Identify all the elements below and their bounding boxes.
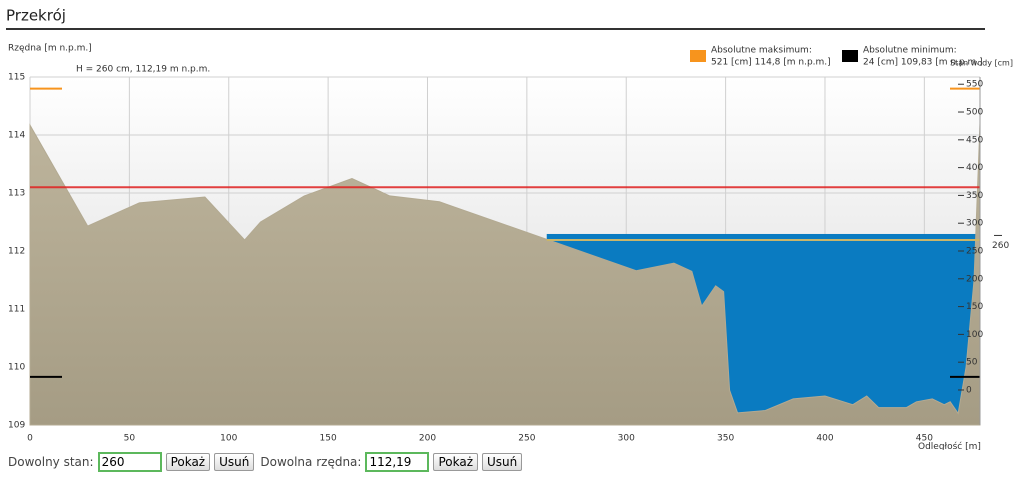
y2-tick-label: 450 xyxy=(966,135,983,145)
y2-axis-title: Stan wody [cm] xyxy=(950,59,1013,68)
stan-input[interactable] xyxy=(97,452,162,472)
y2-tick-label: 250 xyxy=(966,247,983,257)
x-tick-label: 300 xyxy=(618,434,635,444)
controls: Dowolny stan: Pokaż Usuń Dowolna rzędna:… xyxy=(8,452,523,472)
remove-button[interactable]: Usuń xyxy=(214,453,255,471)
rzedna-label: Dowolna rzędna: xyxy=(260,455,362,469)
water-level-label: 260 xyxy=(992,241,1009,251)
x-tick-label: 450 xyxy=(916,434,933,444)
y-tick-label: 109 xyxy=(8,421,25,431)
y-tick-label: 110 xyxy=(8,363,25,373)
x-tick-label: 400 xyxy=(816,434,833,444)
rzedna-input[interactable] xyxy=(365,452,430,472)
x-axis-title: Odległość [m] xyxy=(918,441,981,450)
y-tick-label: 115 xyxy=(8,73,25,83)
remove-button[interactable]: Usuń xyxy=(482,453,523,471)
show-button[interactable]: Pokaż xyxy=(433,453,478,471)
x-tick-label: 250 xyxy=(518,434,535,444)
y2-tick-label: 50 xyxy=(966,358,978,368)
terrain-area xyxy=(29,123,981,426)
x-tick-label: 350 xyxy=(717,434,734,444)
page-title: Przekrój xyxy=(6,7,66,25)
annotation: H = 260 cm, 112,19 m n.p.m. xyxy=(76,65,210,75)
y-tick-label: 113 xyxy=(8,189,25,199)
y2-tick-label: 500 xyxy=(966,108,983,118)
y2-tick-label: 200 xyxy=(966,274,983,284)
y2-tick-label: 550 xyxy=(966,80,983,90)
x-tick-label: 100 xyxy=(220,434,237,444)
y-axis-title: Rzędna [m n.p.m.] xyxy=(8,44,92,54)
show-button[interactable]: Pokaż xyxy=(165,453,211,471)
y-tick-label: 111 xyxy=(8,305,25,315)
x-tick-label: 50 xyxy=(124,434,136,444)
y-tick-label: 114 xyxy=(8,131,25,141)
legend-swatch xyxy=(690,50,706,62)
y2-tick-label: 0 xyxy=(966,385,972,395)
y2-tick-label: 400 xyxy=(966,163,983,173)
y2-tick-label: 350 xyxy=(966,191,983,201)
legend-label: Absolutne maksimum: xyxy=(711,46,812,56)
x-tick-label: 0 xyxy=(27,434,33,444)
x-tick-label: 150 xyxy=(320,434,337,444)
y2-tick-label: 150 xyxy=(966,302,983,312)
stan-label: Dowolny stan: xyxy=(8,455,94,469)
legend-text: 521 [cm] 114,8 [m n.p.m.] xyxy=(711,58,831,68)
legend-text: 24 [cm] 109,83 [m n.p.m.] xyxy=(863,58,983,68)
x-tick-label: 200 xyxy=(419,434,436,444)
y2-tick-label: 100 xyxy=(966,330,983,340)
legend-label: Absolutne minimum: xyxy=(863,46,957,56)
y-tick-label: 112 xyxy=(8,247,25,257)
legend-swatch xyxy=(842,50,858,62)
y2-tick-label: 300 xyxy=(966,219,983,229)
chart: Przekrój Rzędna [m n.p.m.] H = 260 cm, 1… xyxy=(6,7,1013,450)
